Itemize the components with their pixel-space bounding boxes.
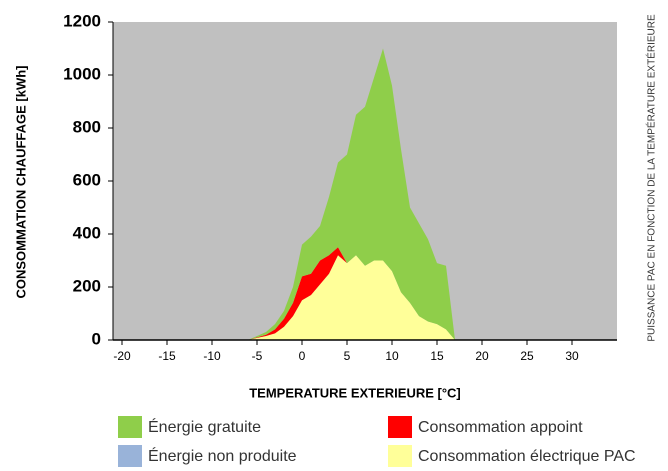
x-tick-label: -15: [158, 349, 176, 363]
y-tick-label: 0: [92, 329, 101, 348]
y-tick-label: 400: [73, 223, 101, 242]
area: [248, 255, 455, 340]
legend-swatch: [118, 445, 142, 467]
x-tick-label: 30: [565, 349, 579, 363]
legend-swatch: [118, 416, 142, 438]
x-tick-label: 20: [475, 349, 489, 363]
y-tick-label: 1200: [63, 11, 101, 30]
x-tick-label: 0: [299, 349, 306, 363]
area: [248, 48, 455, 340]
legend-swatch: [388, 445, 412, 467]
legend-label: Consommation appoint: [418, 419, 583, 436]
x-tick-label: -20: [113, 349, 131, 363]
y-tick-label: 600: [73, 170, 101, 189]
legend-label: Énergie gratuite: [148, 417, 261, 436]
legend-label: Énergie non produite: [148, 446, 297, 465]
annotation: PUISSANCE PAC EN FONCTION DE LA TEMPÉRAT…: [645, 14, 658, 342]
x-axis-label: TEMPERATURE EXTERIEURE [°C]: [249, 385, 461, 400]
x-tick-label: -5: [252, 349, 263, 363]
y-tick-label: 1000: [63, 64, 101, 83]
x-tick-label: 25: [520, 349, 534, 363]
x-tick-label: 10: [385, 349, 399, 363]
x-tick-label: 15: [430, 349, 444, 363]
x-tick-label: -10: [203, 349, 221, 363]
y-axis-label: CONSOMMATION CHAUFFAGE [kWh]: [13, 65, 28, 298]
x-tick-label: 5: [344, 349, 351, 363]
y-tick-label: 200: [73, 276, 101, 295]
y-tick-label: 800: [73, 117, 101, 136]
legend-label: Consommation électrique PAC: [418, 448, 636, 465]
legend-swatch: [388, 416, 412, 438]
